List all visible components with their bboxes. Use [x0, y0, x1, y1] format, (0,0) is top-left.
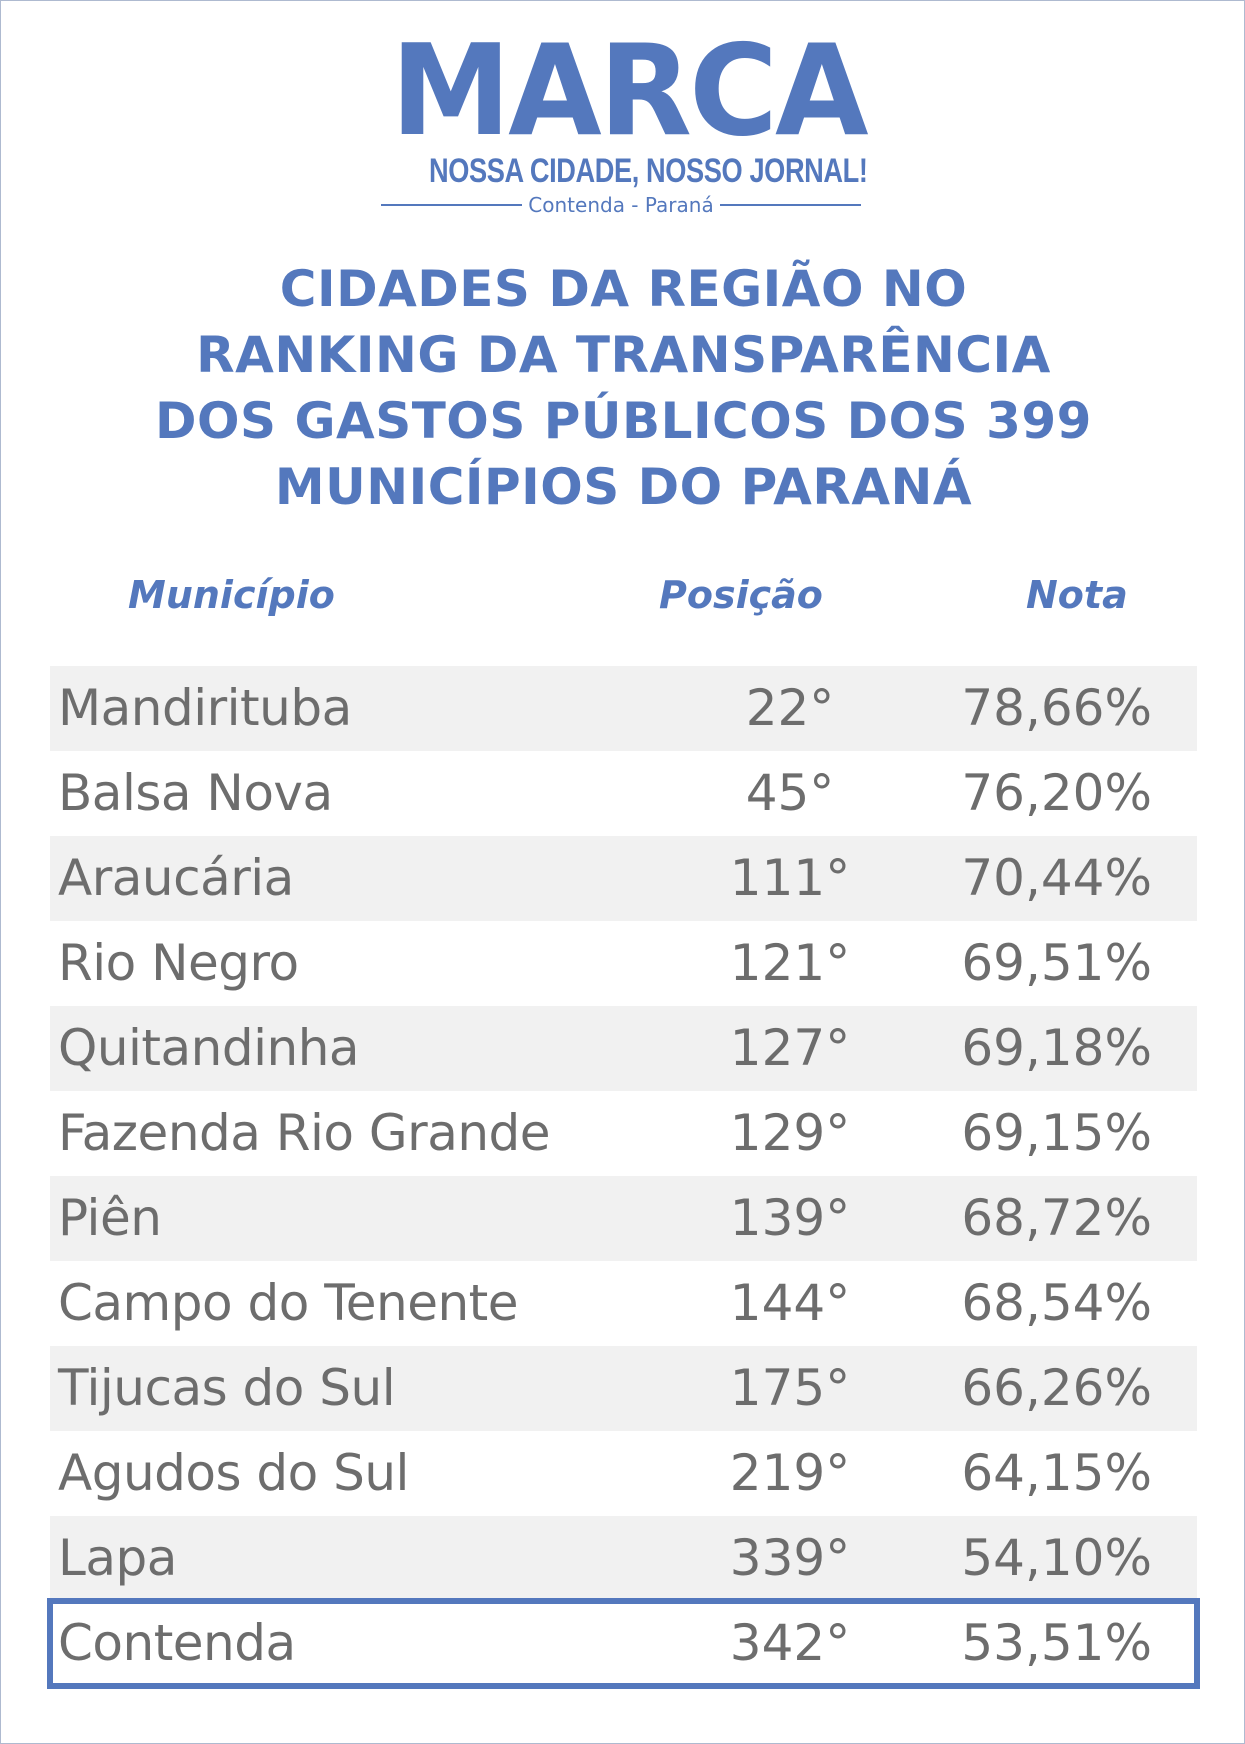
municipio-cell: Rio Negro: [58, 934, 299, 992]
table-row-highlighted: Contenda 342° 53,51%: [47, 1598, 1200, 1689]
nota-cell: 76,20%: [961, 764, 1152, 822]
table-row: Lapa 339° 54,10%: [50, 1516, 1197, 1601]
posicao-cell: 342°: [729, 1614, 851, 1672]
table-row: Rio Negro 121° 69,51%: [50, 921, 1197, 1006]
municipio-cell: Contenda: [58, 1614, 296, 1672]
headline-line-2: RANKING DA TRANSPARÊNCIA: [196, 326, 1051, 384]
headline-line-1: CIDADES DA REGIÃO NO: [279, 260, 968, 318]
municipio-cell: Mandirituba: [58, 679, 352, 737]
table-row: Fazenda Rio Grande 129° 69,15%: [50, 1091, 1197, 1176]
column-header-nota: Nota: [1026, 573, 1128, 617]
posicao-cell: 45°: [745, 764, 835, 822]
posicao-cell: 175°: [729, 1359, 851, 1417]
table-row: Quitandinha 127° 69,18%: [50, 1006, 1197, 1091]
nota-cell: 64,15%: [961, 1444, 1152, 1502]
headline-line-3: DOS GASTOS PÚBLICOS DOS 399: [155, 392, 1092, 450]
ranking-table: Mandirituba 22° 78,66% Balsa Nova 45° 76…: [47, 666, 1200, 1689]
nota-cell: 54,10%: [961, 1529, 1152, 1587]
table-row: Campo do Tenente 144° 68,54%: [50, 1261, 1197, 1346]
table-row: Piên 139° 68,72%: [50, 1176, 1197, 1261]
municipio-cell: Fazenda Rio Grande: [58, 1104, 551, 1162]
posicao-cell: 339°: [729, 1529, 851, 1587]
nota-cell: 78,66%: [961, 679, 1152, 737]
logo-wordmark: MARCA: [390, 17, 869, 164]
municipio-cell: Tijucas do Sul: [58, 1359, 396, 1417]
municipio-cell: Quitandinha: [58, 1019, 360, 1077]
logo-rule-left: [381, 204, 523, 206]
nota-cell: 68,54%: [961, 1274, 1152, 1332]
municipio-cell: Araucária: [58, 849, 294, 907]
logo-rule-right: [719, 204, 862, 206]
municipio-cell: Lapa: [58, 1529, 177, 1587]
logo-tagline: NOSSA CIDADE, NOSSO JORNAL!: [429, 152, 868, 190]
posicao-cell: 111°: [729, 849, 851, 907]
posicao-cell: 219°: [729, 1444, 851, 1502]
nota-cell: 66,26%: [961, 1359, 1152, 1417]
nota-cell: 68,72%: [961, 1189, 1152, 1247]
posicao-cell: 129°: [729, 1104, 851, 1162]
municipio-cell: Agudos do Sul: [58, 1444, 409, 1502]
posicao-cell: 127°: [729, 1019, 851, 1077]
newspaper-logo: MARCA NOSSA CIDADE, NOSSO JORNAL! Conten…: [381, 17, 869, 217]
headline-line-4: MUNICÍPIOS DO PARANÁ: [274, 458, 973, 516]
column-header-posicao: Posição: [659, 573, 823, 617]
municipio-cell: Piên: [58, 1189, 162, 1247]
posicao-cell: 144°: [729, 1274, 851, 1332]
nota-cell: 69,15%: [961, 1104, 1152, 1162]
column-header-municipio: Município: [128, 573, 335, 617]
table-row: Balsa Nova 45° 76,20%: [50, 751, 1197, 836]
posicao-cell: 121°: [729, 934, 851, 992]
nota-cell: 53,51%: [961, 1614, 1152, 1672]
headline: CIDADES DA REGIÃO NO RANKING DA TRANSPAR…: [61, 256, 1186, 520]
posicao-cell: 139°: [729, 1189, 851, 1247]
nota-cell: 70,44%: [961, 849, 1152, 907]
table-row: Mandirituba 22° 78,66%: [50, 666, 1197, 751]
table-row: Araucária 111° 70,44%: [50, 836, 1197, 921]
logo-place: Contenda - Paraná: [528, 193, 714, 217]
nota-cell: 69,51%: [961, 934, 1152, 992]
logo-place-row: Contenda - Paraná: [381, 193, 862, 217]
table-row: Agudos do Sul 219° 64,15%: [50, 1431, 1197, 1516]
posicao-cell: 22°: [745, 679, 835, 737]
nota-cell: 69,18%: [961, 1019, 1152, 1077]
municipio-cell: Campo do Tenente: [58, 1274, 519, 1332]
municipio-cell: Balsa Nova: [58, 764, 333, 822]
table-row: Tijucas do Sul 175° 66,26%: [50, 1346, 1197, 1431]
